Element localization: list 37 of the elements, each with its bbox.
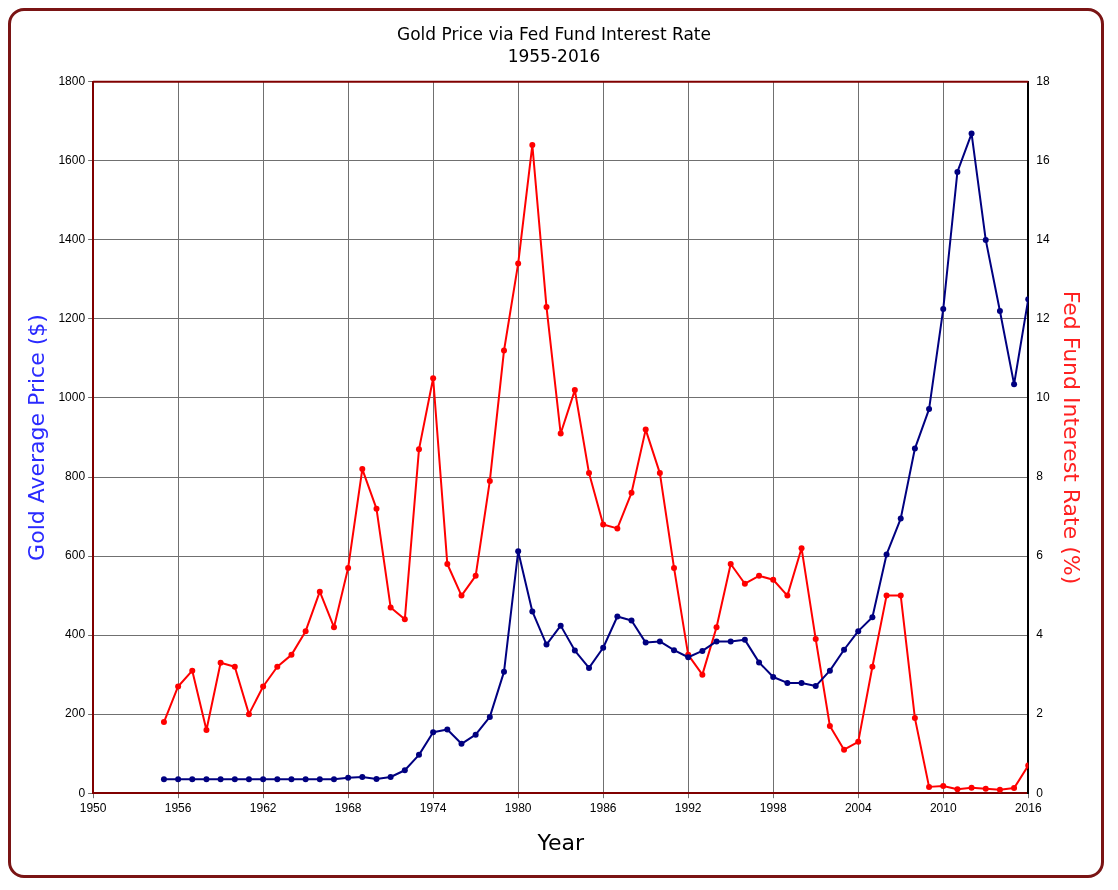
- y-tick-label: 1200: [58, 311, 86, 326]
- y2-tick-label: 12: [1036, 311, 1050, 326]
- y2-tick-label: 4: [1036, 627, 1044, 642]
- x-tick-label: 2010: [929, 800, 957, 815]
- y-tick-label: 0: [78, 785, 86, 800]
- y2-axis-title: Fed Fund Interest Rate (%): [1059, 290, 1085, 585]
- y2-tick-label: 8: [1036, 469, 1044, 484]
- y-tick-label: 600: [65, 548, 86, 563]
- x-tick-label: 1974: [419, 800, 447, 815]
- y2-tick-label: 18: [1036, 74, 1050, 89]
- y2-tick-label: 2: [1036, 706, 1044, 721]
- y-tick-label: 1000: [58, 390, 86, 405]
- x-tick-label: 1950: [79, 800, 107, 815]
- chart-title: Gold Price via Fed Fund Interest Rate: [397, 23, 711, 44]
- chart-subtitle: 1955-2016: [507, 46, 601, 67]
- y-tick-label: 800: [65, 469, 86, 484]
- x-tick-label: 1956: [164, 800, 192, 815]
- x-tick-label: 1968: [334, 800, 362, 815]
- y2-tick-label: 14: [1036, 232, 1050, 247]
- x-tick-label: 1992: [674, 800, 702, 815]
- y2-tick-label: 6: [1036, 548, 1044, 563]
- y-tick-label: 200: [65, 706, 86, 721]
- x-tick-label: 1962: [249, 800, 277, 815]
- y-axis-title: Gold Average Price ($): [23, 314, 49, 561]
- y2-tick-label: 10: [1036, 390, 1050, 405]
- y-tick-label: 1400: [58, 232, 86, 247]
- x-tick-label: 1980: [504, 800, 532, 815]
- y-tick-label: 1800: [58, 74, 86, 89]
- x-tick-label: 2016: [1014, 800, 1042, 815]
- x-tick-label: 1998: [759, 800, 787, 815]
- y2-tick-label: 16: [1036, 153, 1050, 168]
- x-tick-label: 2004: [844, 800, 872, 815]
- y2-tick-label: 0: [1036, 785, 1044, 800]
- x-axis-title: Year: [536, 829, 585, 855]
- y-tick-label: 400: [65, 627, 86, 642]
- x-tick-label: 1986: [589, 800, 617, 815]
- y-tick-label: 1600: [58, 153, 86, 168]
